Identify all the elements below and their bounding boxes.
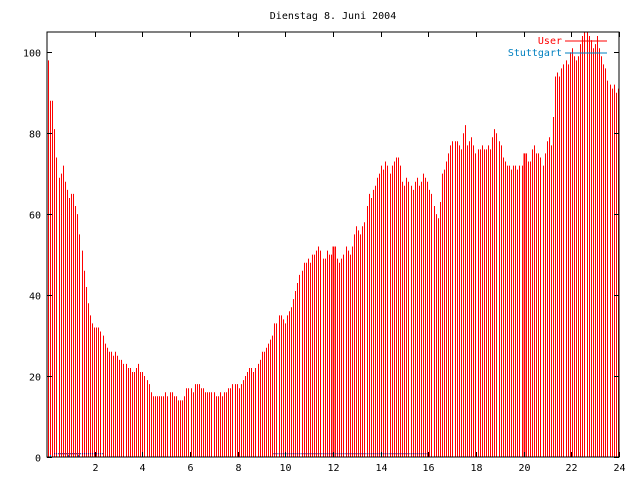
- x-tick-label: 2: [92, 463, 98, 474]
- x-tick-label: 20: [518, 463, 530, 474]
- x-tick-label: 6: [187, 463, 193, 474]
- y-tick-label: 40: [29, 292, 41, 303]
- x-tick-label: 10: [279, 463, 291, 474]
- y-tick-label: 60: [29, 211, 41, 222]
- chart-title: Dienstag 8. Juni 2004: [270, 11, 396, 22]
- y-tick-label: 80: [29, 130, 41, 141]
- y-tick-label: 0: [35, 454, 41, 465]
- x-tick-label: 4: [139, 463, 145, 474]
- x-tick-label: 14: [375, 463, 387, 474]
- x-tick-label: 12: [327, 463, 339, 474]
- x-tick-label: 8: [235, 463, 241, 474]
- bars-layer: [48, 32, 619, 457]
- y-tick-label: 20: [29, 373, 41, 384]
- y-tick-label: 100: [23, 49, 41, 60]
- x-tick-label: 18: [470, 463, 482, 474]
- x-tick-label: 24: [613, 463, 625, 474]
- legend-label-user: User: [538, 36, 562, 47]
- x-tick-label: 16: [422, 463, 434, 474]
- overlay-layer: [54, 153, 526, 457]
- legend: User Stuttgart: [508, 36, 607, 59]
- legend-label-stuttgart: Stuttgart: [508, 48, 562, 59]
- x-tick-label: 22: [565, 463, 577, 474]
